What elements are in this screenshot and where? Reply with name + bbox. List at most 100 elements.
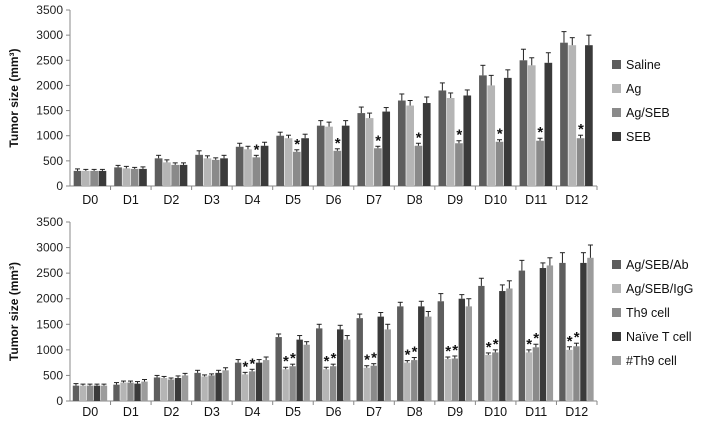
- bar-ag-seb-ab: [356, 318, 363, 401]
- bar-ag-seb: [130, 168, 139, 186]
- y-tick-label: 2500: [36, 53, 63, 67]
- significance-star: *: [412, 344, 418, 361]
- y-tick-label: 500: [43, 368, 63, 382]
- significance-star: *: [497, 126, 503, 143]
- bar-ag-seb-ab: [437, 301, 445, 401]
- x-tick-label: D3: [204, 405, 220, 419]
- bar-seb: [139, 168, 147, 186]
- bar-ag-seb-ab: [113, 384, 120, 401]
- bar-ag-seb-ab: [518, 270, 526, 401]
- y-tick-label: 3500: [36, 3, 63, 17]
- bar-saline: [397, 100, 406, 186]
- bar-ag: [527, 65, 536, 186]
- x-tick-label: D4: [244, 405, 260, 419]
- bar-ag-seb-ab: [478, 285, 485, 401]
- bar-seb: [503, 77, 512, 186]
- legend-label: Naïve T cell: [626, 330, 692, 344]
- bar-ag: [568, 45, 577, 187]
- legend-label: Ag/SEB/Ab: [626, 258, 689, 272]
- bar-ag-seb-ab: [275, 337, 282, 401]
- y-tick-label: 2500: [36, 266, 63, 280]
- legend-swatch: [612, 60, 621, 69]
- bar-seb: [220, 158, 228, 186]
- bar-th9-cell: [208, 375, 215, 401]
- bar-na-ve-t-cell: [337, 329, 344, 401]
- legend-label: #Th9 cell: [626, 354, 677, 368]
- bar-saline: [276, 135, 285, 186]
- bar-ag-seb-ab: [397, 306, 404, 401]
- bar--th9-cell: [141, 381, 148, 401]
- bar-ag-seb-igg: [404, 362, 411, 401]
- bar-ag: [406, 105, 414, 186]
- legend-swatch: [612, 108, 621, 117]
- bar-ag-seb-ab: [194, 372, 201, 401]
- bar-th9-cell: [532, 347, 540, 401]
- legend-label: Ag/SEB/IgG: [626, 282, 693, 296]
- bar-ag-seb: [455, 143, 463, 186]
- bar-ag: [365, 118, 374, 186]
- x-tick-label: D0: [82, 405, 98, 419]
- legend-label: SEB: [626, 130, 651, 144]
- bar-ag-seb-igg: [363, 367, 370, 401]
- x-tick-label: D7: [366, 405, 382, 419]
- significance-star: *: [486, 339, 492, 356]
- bar-seb: [544, 62, 553, 186]
- bar-ag-seb-ab: [153, 377, 161, 401]
- significance-star: *: [526, 336, 532, 353]
- bar-ag: [163, 162, 171, 186]
- bar-ag-seb: [333, 150, 342, 186]
- significance-star: *: [574, 329, 580, 346]
- legend-swatch: [612, 332, 621, 341]
- y-tick-label: 0: [56, 394, 63, 408]
- bar-saline: [154, 158, 163, 186]
- bar-ag: [487, 85, 496, 186]
- bar-saline: [195, 154, 203, 186]
- bar-na-ve-t-cell: [539, 268, 547, 401]
- bar-ag-seb-igg: [282, 369, 289, 401]
- bar-ag-seb-igg: [485, 354, 492, 401]
- bar--th9-cell: [262, 360, 270, 401]
- x-tick-label: D3: [204, 193, 220, 207]
- bar-na-ve-t-cell: [134, 383, 141, 401]
- bar-ag-seb: [576, 138, 585, 186]
- x-tick-label: D10: [484, 193, 507, 207]
- bar-seb: [179, 164, 188, 186]
- bar-ag-seb-igg: [79, 385, 87, 401]
- bar--th9-cell: [303, 344, 310, 401]
- legend-label: Ag/SEB: [626, 106, 670, 120]
- significance-star: *: [416, 129, 422, 146]
- x-tick-label: D6: [326, 193, 342, 207]
- bar-seb: [98, 170, 107, 186]
- bar-th9-cell: [411, 360, 418, 401]
- x-tick-label: D1: [123, 193, 139, 207]
- bar-saline: [316, 125, 325, 186]
- significance-star: *: [578, 121, 584, 138]
- significance-star: *: [533, 330, 539, 347]
- bar-th9-cell: [330, 366, 337, 401]
- significance-star: *: [254, 141, 260, 158]
- x-tick-label: D7: [366, 193, 382, 207]
- legend-swatch: [612, 132, 621, 141]
- bar-na-ve-t-cell: [377, 316, 384, 401]
- bar-na-ve-t-cell: [418, 306, 425, 401]
- legend-swatch: [612, 84, 621, 93]
- bar-ag-seb-igg: [241, 374, 249, 401]
- bar-saline: [114, 167, 122, 186]
- bar-ag: [325, 126, 333, 186]
- x-tick-label: D9: [447, 193, 463, 207]
- bar-ag-seb: [536, 140, 544, 186]
- bar--th9-cell: [384, 329, 391, 401]
- legend-label: Ag: [626, 82, 641, 96]
- y-tick-label: 3000: [36, 28, 63, 42]
- bar--th9-cell: [546, 265, 554, 401]
- bar-na-ve-t-cell: [174, 377, 182, 401]
- significance-star: *: [335, 135, 341, 152]
- x-tick-label: D12: [565, 405, 588, 419]
- bar-saline: [560, 42, 568, 186]
- chart-panel-2: 0 500 1000 1500 2000 2500 3000 3500 Tumor size (…: [7, 215, 693, 419]
- bar-th9-cell: [86, 385, 94, 401]
- legend-label: Th9 cell: [626, 306, 670, 320]
- bar-ag-seb-ab: [72, 385, 80, 401]
- bar-na-ve-t-cell: [296, 339, 303, 401]
